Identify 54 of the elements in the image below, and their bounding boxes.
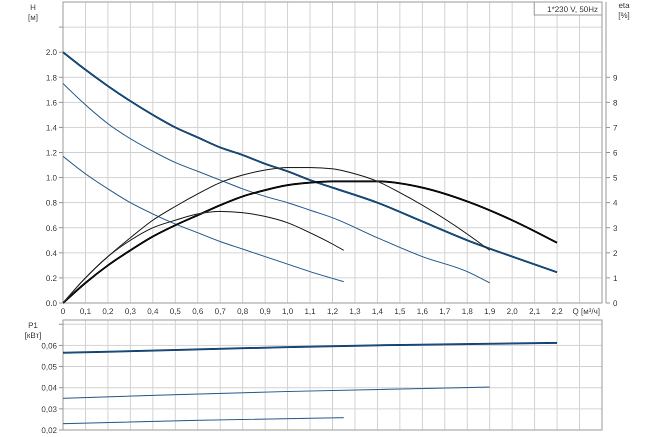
y2-tick-label: 0	[613, 299, 618, 308]
y-tick-label: 1.2	[46, 148, 58, 158]
y2-tick-label: 2	[613, 248, 618, 258]
x-tick-label: 1,6	[416, 307, 428, 316]
y2-tick-label: 8	[613, 98, 618, 108]
y-tick-label: 1.0	[46, 174, 58, 183]
y-tick-label: 0.8	[46, 198, 58, 208]
x-tick-label: 1,8	[462, 307, 474, 316]
y2-tick-label: 4	[613, 198, 618, 208]
x-tick-label: 1,5	[394, 307, 406, 316]
x-tick-label: 1,3	[349, 307, 362, 316]
y-tick-label: 0,03	[41, 404, 58, 414]
x-tick-label: 1,2	[326, 307, 339, 316]
x-tick-label: 0,9	[260, 307, 272, 316]
y2-tick-label: 3	[613, 224, 618, 233]
x-tick-label: 1,7	[439, 307, 451, 316]
y2-tick-label: 7	[613, 123, 618, 132]
x-tick-label: 0,2	[102, 307, 114, 316]
y2-tick-label: 9	[613, 73, 618, 82]
y-axis-title: H [м]	[28, 3, 38, 22]
x-tick-label: 1,0	[282, 307, 294, 316]
y2-tick-label: 6	[613, 148, 618, 158]
y-tick-label: 0,06	[41, 341, 58, 350]
y-tick-label: 0.4	[46, 248, 58, 258]
annotation: 1*230 V, 50Hz	[547, 5, 598, 14]
x-tick-label: 1,9	[484, 307, 496, 316]
y2-axis-title: eta [%]	[618, 1, 630, 20]
y-tick-label: 0.0	[46, 299, 58, 308]
y-tick-label: 0.2	[46, 274, 58, 283]
y2-tick-label: 1	[613, 274, 618, 283]
x-tick-label: 0,8	[237, 307, 249, 316]
y-tick-label: 0,05	[41, 362, 58, 372]
x-tick-label: 1,4	[372, 307, 384, 316]
x-tick-label: 2,2	[552, 307, 564, 316]
y-tick-label: 1.6	[46, 98, 58, 108]
x-tick-label: 0,6	[192, 307, 204, 316]
y-tick-label: 0,02	[41, 426, 58, 435]
y-tick-label: 2.0	[46, 48, 58, 58]
x-tick-label: 0,7	[214, 307, 226, 316]
y-tick-label: 1.8	[46, 73, 58, 82]
x-tick-label: 2,1	[529, 307, 541, 316]
x-axis-title: Q [м³/ч]	[572, 307, 600, 316]
y-axis-title: P1 [кВт]	[24, 321, 42, 340]
x-tick-label: 1,1	[304, 307, 316, 316]
x-tick-label: 0,3	[124, 307, 136, 316]
y2-tick-label: 5	[613, 174, 618, 183]
y-tick-label: 0.6	[46, 224, 58, 233]
x-tick-label: 0,1	[80, 307, 92, 316]
y-tick-label: 0,04	[41, 384, 58, 393]
y-tick-label: 1.4	[46, 123, 58, 132]
x-tick-label: 2,0	[506, 307, 518, 316]
x-tick-label: 0	[60, 307, 66, 316]
x-tick-label: 0,4	[147, 307, 159, 316]
x-tick-label: 0,5	[170, 307, 182, 316]
